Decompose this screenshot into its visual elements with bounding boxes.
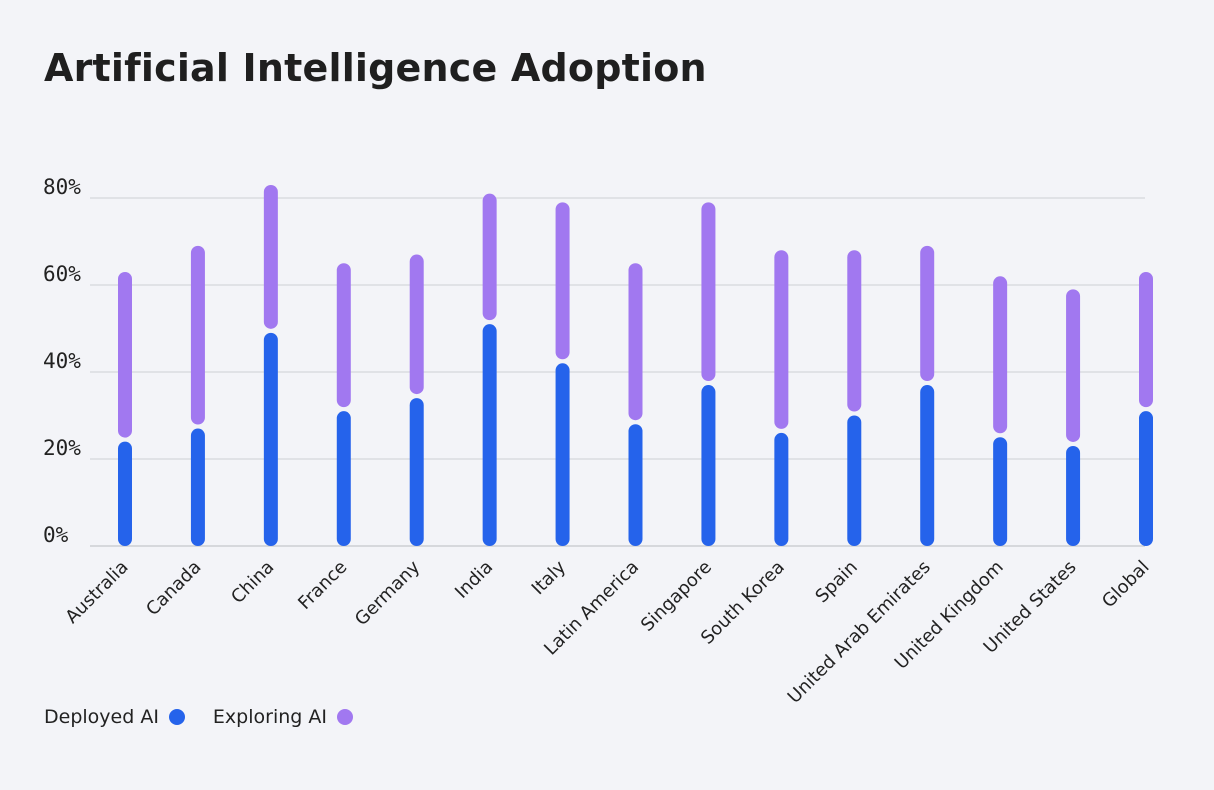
bar-deployed [1066,445,1081,546]
x-tick-label: Germany [351,556,425,630]
bar-exploring [482,193,497,321]
bar-exploring [847,250,862,412]
bar-exploring [701,202,716,382]
bars [118,184,1153,546]
bar-deployed [993,437,1008,546]
bar-exploring [263,184,278,329]
x-tick-label: France [294,557,351,614]
bar-deployed [555,363,570,546]
x-tick-label: Italy [528,556,571,599]
bar-exploring [1066,289,1081,442]
y-axis-ticks: 0% 20% 40% 60% 80% [43,175,81,547]
gridlines [90,197,1145,547]
legend-item-deployed: Deployed AI [44,706,185,728]
bar-exploring [628,263,643,421]
x-tick-label: Australia [61,557,132,628]
bar-exploring [336,263,351,408]
legend: Deployed AI Exploring AI [44,706,381,728]
y-tick-label: 40% [43,349,81,373]
chart-title: Artificial Intelligence Adoption [44,46,707,90]
x-tick-label: United Arab Emirates [784,557,935,708]
legend-label-deployed: Deployed AI [44,706,159,728]
x-tick-label: China [227,557,278,608]
bar-exploring [774,250,789,429]
x-tick-label: Singapore [637,557,716,636]
x-tick-label: Global [1098,557,1153,612]
bar-deployed [409,398,424,546]
x-axis-labels: Australia Canada China France Germany India It… [61,556,1153,707]
bar-deployed [1139,411,1153,546]
x-tick-label: Canada [142,557,205,620]
y-tick-label: 60% [43,262,81,286]
bar-exploring [409,254,424,395]
x-tick-label: India [451,557,497,603]
x-tick-label: Spain [811,557,861,607]
y-tick-label: 0% [43,523,69,547]
bar-deployed [263,332,278,546]
legend-dot-deployed [168,709,185,725]
bar-exploring [920,245,935,382]
bar-exploring [993,276,1008,434]
bar-deployed [628,424,643,546]
legend-dot-exploring [336,709,353,725]
bar-deployed [920,385,935,546]
bar-deployed [482,324,497,546]
bar-deployed [118,441,132,546]
bar-deployed [190,428,205,546]
y-tick-label: 80% [43,175,81,199]
y-tick-label: 20% [43,436,81,460]
bar-exploring [118,271,132,438]
bar-deployed [701,385,716,546]
bar-deployed [774,432,789,546]
bar-deployed [336,411,351,546]
bar-deployed [847,415,862,546]
legend-item-exploring: Exploring AI [213,706,353,728]
bar-exploring [1139,271,1153,408]
legend-label-exploring: Exploring AI [212,706,327,728]
bar-exploring [555,202,570,360]
bar-exploring [190,245,205,425]
